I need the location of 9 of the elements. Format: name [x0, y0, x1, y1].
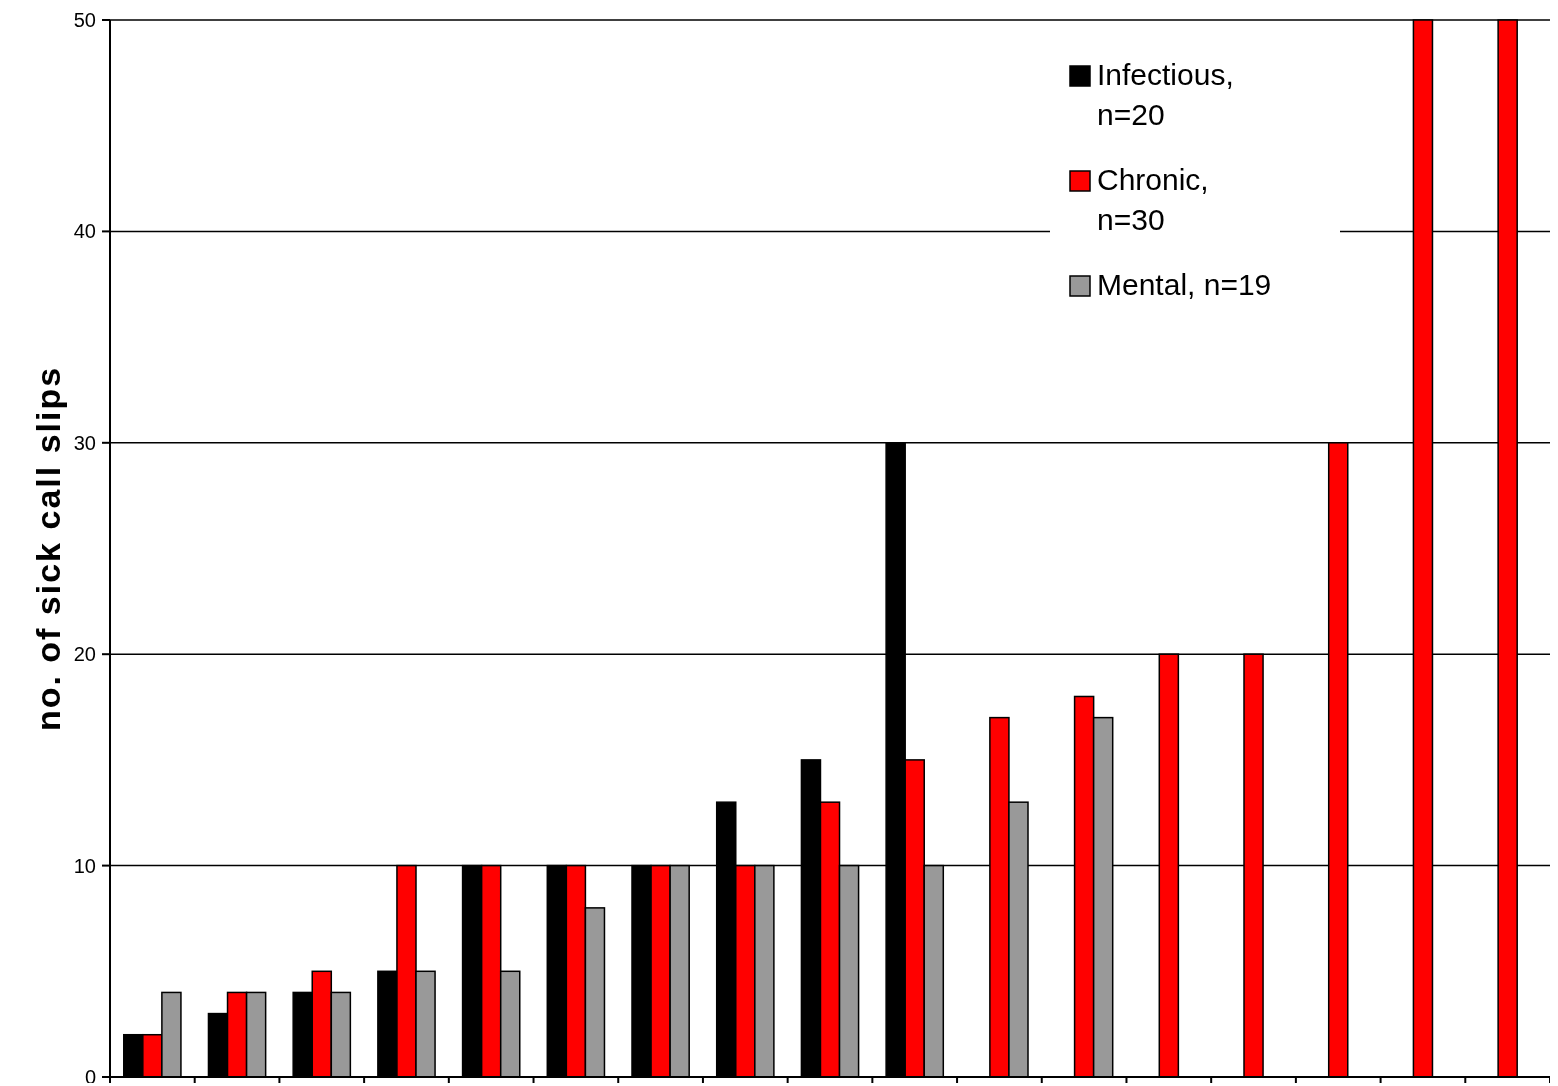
legend-label: Mental, n=19 — [1097, 268, 1272, 301]
legend-label: Infectious, n=20 — [1097, 58, 1234, 131]
y-tick-label: 10 — [73, 854, 96, 877]
y-tick-label: 50 — [73, 9, 96, 31]
legend-label: Chronic, n=30 — [1097, 163, 1209, 236]
y-tick-label: 30 — [73, 431, 96, 454]
y-tick-label: 40 — [73, 220, 96, 243]
y-axis-title: no. of sick call slips — [29, 365, 67, 732]
y-tick-label: 20 — [73, 643, 96, 666]
